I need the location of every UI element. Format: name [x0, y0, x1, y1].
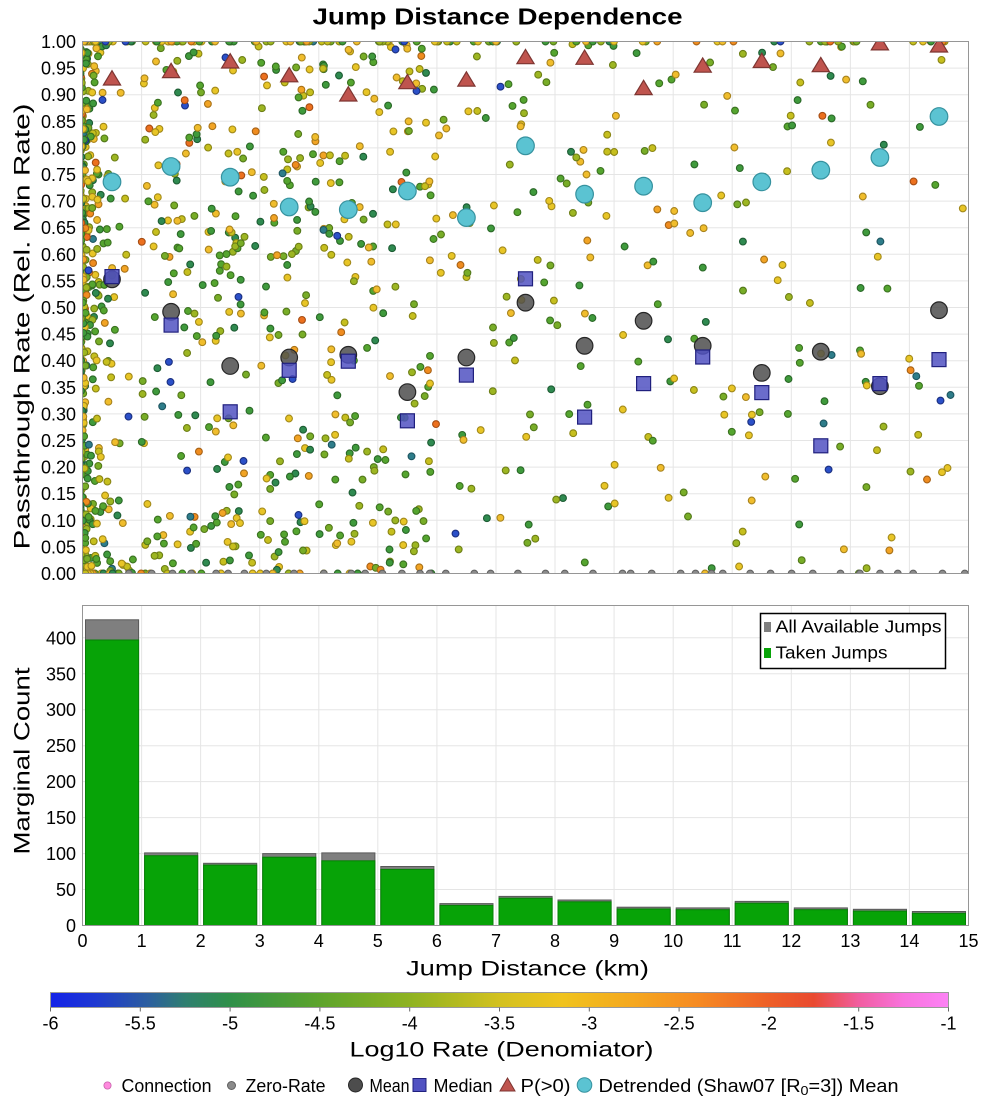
svg-text:-4.5: -4.5	[304, 1014, 335, 1034]
svg-text:Marginal Count: Marginal Count	[10, 668, 35, 855]
svg-text:14: 14	[899, 931, 919, 951]
svg-text:1.00: 1.00	[41, 32, 76, 52]
svg-text:250: 250	[46, 736, 76, 756]
svg-text:350: 350	[46, 664, 76, 684]
svg-text:8: 8	[550, 931, 560, 951]
svg-text:P(>0): P(>0)	[521, 1076, 571, 1096]
svg-text:12: 12	[781, 931, 801, 951]
svg-text:0.15: 0.15	[41, 484, 76, 504]
svg-text:0.85: 0.85	[41, 112, 76, 132]
svg-text:0.45: 0.45	[41, 325, 76, 345]
svg-text:0.80: 0.80	[41, 138, 76, 158]
svg-text:-5: -5	[222, 1014, 238, 1034]
svg-text:-5.5: -5.5	[125, 1014, 156, 1034]
svg-text:Detrended (Shaw07 [R0=3]) Mean: Detrended (Shaw07 [R 0=3]) Mean	[599, 1076, 899, 1098]
svg-text:10: 10	[663, 931, 683, 951]
svg-text:7: 7	[491, 931, 501, 951]
svg-text:11: 11	[723, 931, 742, 951]
svg-text:All Available Jumps: All Available Jumps	[776, 617, 942, 637]
svg-text:0.05: 0.05	[41, 537, 76, 557]
svg-text:-1: -1	[940, 1014, 956, 1034]
svg-text:0.70: 0.70	[41, 192, 76, 212]
svg-text:0.75: 0.75	[41, 165, 76, 185]
svg-text:0: 0	[77, 931, 87, 951]
svg-text:Jump Distance Dependence: Jump Distance Dependence	[313, 4, 683, 30]
svg-text:-3: -3	[581, 1014, 597, 1034]
svg-text:-3.5: -3.5	[484, 1014, 515, 1034]
svg-text:0.55: 0.55	[41, 271, 76, 291]
svg-text:-1.5: -1.5	[843, 1014, 874, 1034]
svg-text:-4: -4	[402, 1014, 418, 1034]
svg-text:0.95: 0.95	[41, 59, 76, 79]
svg-text:0.65: 0.65	[41, 218, 76, 238]
svg-text:Jump Distance (km): Jump Distance (km)	[406, 957, 649, 981]
svg-text:13: 13	[840, 931, 860, 951]
svg-text:0.20: 0.20	[41, 458, 76, 478]
svg-text:0.35: 0.35	[41, 378, 76, 398]
svg-text:0: 0	[66, 916, 76, 936]
svg-text:0.00: 0.00	[41, 564, 76, 584]
svg-text:200: 200	[46, 772, 76, 792]
svg-text:300: 300	[46, 700, 76, 720]
svg-text:Zero-Rate: Zero-Rate	[246, 1076, 326, 1096]
svg-text:0.25: 0.25	[41, 431, 76, 451]
svg-text:-2: -2	[761, 1014, 777, 1034]
svg-text:150: 150	[46, 808, 76, 828]
svg-text:-2.5: -2.5	[664, 1014, 695, 1034]
svg-text:0.60: 0.60	[41, 245, 76, 265]
svg-text:400: 400	[46, 628, 76, 648]
svg-text:15: 15	[958, 931, 978, 951]
svg-text:0.90: 0.90	[41, 85, 76, 105]
svg-text:0.50: 0.50	[41, 298, 76, 318]
svg-text:Connection: Connection	[122, 1076, 212, 1096]
svg-text:1: 1	[137, 931, 147, 951]
svg-text:Taken Jumps: Taken Jumps	[776, 643, 888, 663]
svg-text:Log10 Rate (Denomiator): Log10 Rate (Denomiator)	[350, 1038, 654, 1062]
svg-text:Mean: Mean	[370, 1076, 410, 1096]
svg-text:3: 3	[255, 931, 265, 951]
svg-text:4: 4	[314, 931, 324, 951]
svg-text:100: 100	[46, 844, 76, 864]
svg-text:0.10: 0.10	[41, 511, 76, 531]
svg-text:Median: Median	[434, 1076, 493, 1096]
svg-text:0.40: 0.40	[41, 351, 76, 371]
svg-text:6: 6	[432, 931, 442, 951]
svg-text:5: 5	[373, 931, 383, 951]
svg-text:50: 50	[56, 880, 76, 900]
svg-text:Passthrough Rate (Rel. Min Rat: Passthrough Rate (Rel. Min Rate)	[10, 104, 35, 550]
svg-text:-6: -6	[42, 1014, 58, 1034]
svg-text:2: 2	[196, 931, 206, 951]
svg-text:9: 9	[609, 931, 619, 951]
svg-text:0.30: 0.30	[41, 404, 76, 424]
